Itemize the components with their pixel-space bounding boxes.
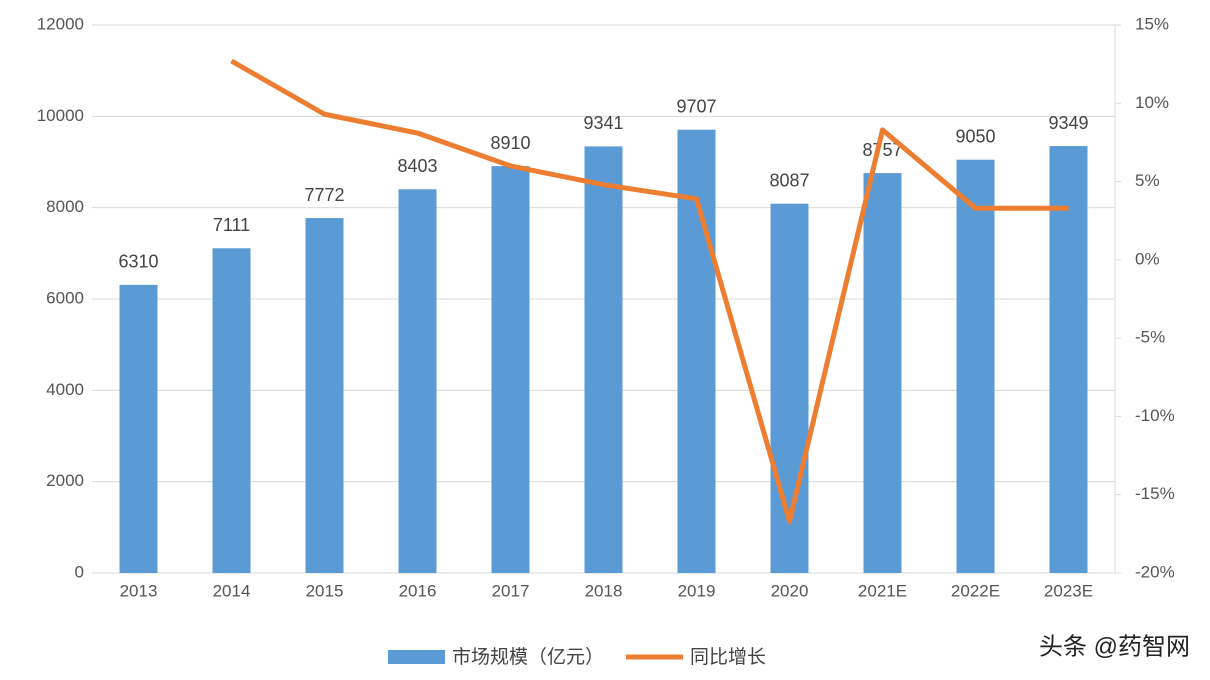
data-label: 9707 bbox=[676, 96, 716, 116]
x-tick-label: 2017 bbox=[492, 581, 530, 600]
y-tick-label: 0 bbox=[75, 562, 84, 581]
data-label: 6310 bbox=[118, 252, 158, 272]
x-tick-label: 2022E bbox=[951, 581, 1000, 600]
data-label: 9349 bbox=[1048, 113, 1088, 133]
x-tick-label: 2018 bbox=[585, 581, 623, 600]
data-label: 7111 bbox=[213, 215, 250, 235]
y2-tick-label: -15% bbox=[1135, 484, 1175, 503]
x-tick-label: 2016 bbox=[399, 581, 437, 600]
x-tick-label: 2015 bbox=[306, 581, 344, 600]
y-tick-label: 8000 bbox=[46, 197, 84, 216]
bar bbox=[212, 248, 251, 573]
bar bbox=[863, 173, 902, 574]
data-label: 8087 bbox=[769, 170, 809, 190]
x-tick-label: 2020 bbox=[771, 581, 809, 600]
legend-label: 同比增长 bbox=[690, 646, 766, 668]
x-tick-label: 2021E bbox=[858, 581, 907, 600]
y2-tick-label: 5% bbox=[1135, 171, 1160, 190]
y-tick-label: 12000 bbox=[37, 14, 84, 33]
data-label: 9050 bbox=[955, 126, 995, 146]
bar bbox=[305, 218, 344, 573]
bar bbox=[398, 189, 437, 573]
y2-tick-label: -20% bbox=[1135, 562, 1175, 581]
y2-tick-label: 15% bbox=[1135, 14, 1169, 33]
bar bbox=[956, 159, 995, 573]
y-tick-label: 10000 bbox=[37, 106, 84, 125]
x-tick-label: 2023E bbox=[1044, 581, 1093, 600]
bar bbox=[584, 146, 623, 573]
y2-tick-label: -10% bbox=[1135, 406, 1175, 425]
data-label: 8403 bbox=[397, 156, 437, 176]
data-label: 8910 bbox=[490, 133, 530, 153]
y2-tick-label: -5% bbox=[1135, 328, 1165, 347]
watermark: 头条 @药智网 bbox=[1039, 633, 1190, 660]
x-tick-label: 2014 bbox=[213, 581, 251, 600]
y-tick-label: 6000 bbox=[46, 288, 84, 307]
bar bbox=[1049, 146, 1088, 574]
data-label: 7772 bbox=[304, 185, 344, 205]
y-tick-label: 4000 bbox=[46, 380, 84, 399]
y-tick-label: 2000 bbox=[46, 471, 84, 490]
y2-tick-label: 10% bbox=[1135, 93, 1169, 112]
data-label: 9341 bbox=[583, 113, 623, 133]
line bbox=[230, 58, 1069, 524]
legend-swatch bbox=[388, 650, 445, 664]
y2-tick-label: 0% bbox=[1135, 249, 1160, 268]
data-label: 8757 bbox=[862, 140, 902, 160]
x-tick-label: 2019 bbox=[678, 581, 716, 600]
x-tick-label: 2013 bbox=[120, 581, 158, 600]
legend-label: 市场规模（亿元） bbox=[452, 646, 604, 668]
bar bbox=[491, 166, 530, 574]
bar bbox=[119, 284, 158, 573]
